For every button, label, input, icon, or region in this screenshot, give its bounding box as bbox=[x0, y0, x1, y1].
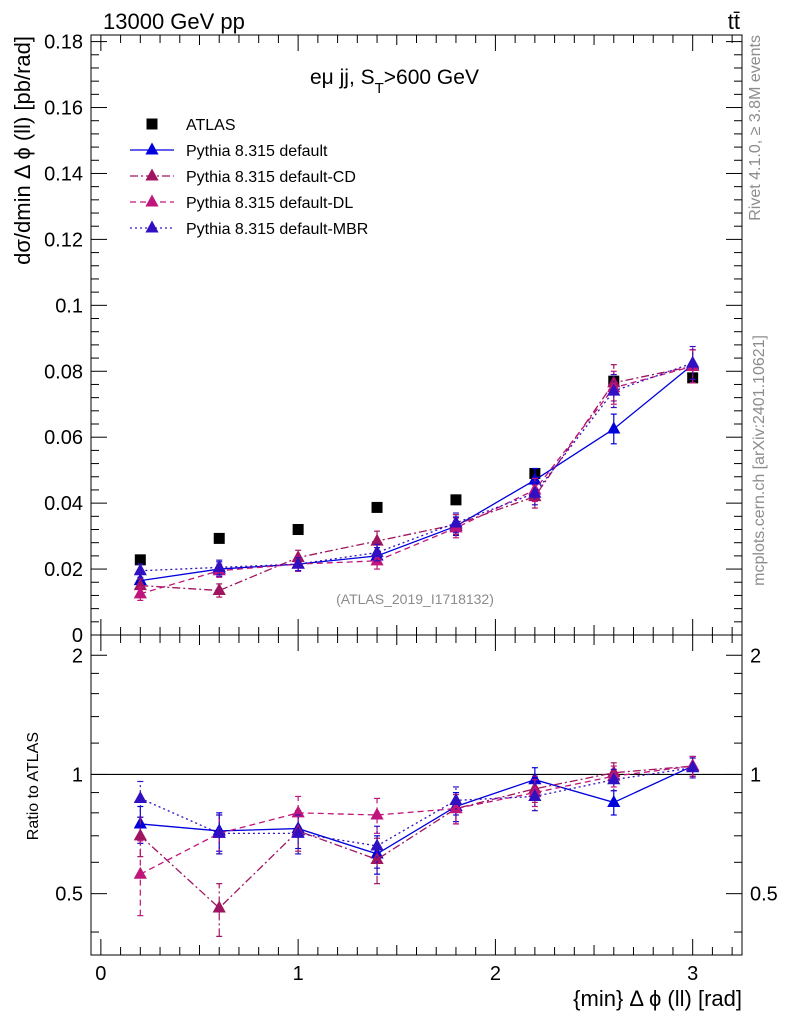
main-data-point bbox=[528, 485, 542, 498]
ratio-data-point bbox=[291, 805, 305, 818]
main-data-point bbox=[134, 554, 146, 566]
legend-item: Pythia 8.315 default-DL bbox=[130, 194, 353, 212]
legend-item: Pythia 8.315 default bbox=[130, 142, 328, 160]
ratio-y-axis-label: Ratio to ATLAS bbox=[25, 732, 42, 840]
y-tick-label: 0.12 bbox=[44, 229, 83, 251]
ratio-data-point bbox=[133, 828, 147, 841]
ratio-data-point bbox=[686, 760, 700, 773]
ratio-data-point bbox=[212, 825, 226, 838]
ratio-plot-frame bbox=[90, 634, 743, 956]
main-data-point bbox=[370, 545, 384, 558]
ratio-data-point bbox=[449, 801, 463, 814]
legend-label: Pythia 8.315 default bbox=[186, 143, 328, 160]
y-tick-label: 0.18 bbox=[44, 32, 83, 54]
main-data-point bbox=[607, 421, 621, 434]
main-data-point bbox=[607, 383, 621, 396]
main-data-point bbox=[370, 533, 384, 546]
legend-item: ATLAS bbox=[146, 117, 236, 134]
main-series-line bbox=[140, 365, 693, 592]
ratio-data-point bbox=[607, 772, 621, 785]
legend-label: Pythia 8.315 default-DL bbox=[186, 195, 353, 212]
y-tick-label: 0.16 bbox=[44, 98, 83, 120]
header-right: tt̄ bbox=[728, 9, 740, 34]
ratio-data-point bbox=[607, 794, 621, 807]
header-left: 13000 GeV pp bbox=[103, 9, 245, 34]
x-tick-label: 3 bbox=[687, 963, 698, 985]
ratio-data-point bbox=[370, 807, 384, 820]
main-series bbox=[133, 345, 700, 601]
ratio-y-tick-label: 1 bbox=[72, 764, 83, 786]
main-data-point bbox=[213, 532, 225, 544]
y-tick-label: 0.02 bbox=[44, 559, 83, 581]
main-series-line bbox=[140, 364, 694, 582]
main-data-point bbox=[449, 515, 463, 528]
x-tick-label: 1 bbox=[293, 963, 304, 985]
legend-marker bbox=[145, 194, 159, 207]
ratio-series-3 bbox=[133, 757, 700, 869]
main-panel-title: eμ jj, ST>600 GeV bbox=[310, 66, 479, 97]
legend-label: Pythia 8.315 default-MBR bbox=[186, 221, 368, 238]
ratio-y-tick-label-right: 0.5 bbox=[750, 884, 778, 906]
main-data-point bbox=[291, 550, 305, 563]
main-data-point bbox=[133, 586, 147, 599]
ratio-data-point bbox=[133, 866, 147, 879]
y-tick-label: 0.1 bbox=[55, 295, 83, 317]
main-data-point bbox=[133, 563, 147, 576]
rivet-version-text: Rivet 4.1.0, ≥ 3.8M events bbox=[747, 35, 764, 221]
main-data-point bbox=[212, 583, 226, 596]
main-data-point bbox=[291, 556, 305, 569]
y-tick-label: 0.04 bbox=[44, 493, 83, 515]
main-y-axis-label: dσ/dmin Δ ϕ (ll) [pb/rad] bbox=[10, 36, 35, 265]
legend-item: Pythia 8.315 default-CD bbox=[130, 168, 356, 186]
legend-marker bbox=[146, 118, 158, 130]
analysis-watermark: (ATLAS_2019_I1718132) bbox=[336, 591, 494, 607]
legend-marker bbox=[145, 220, 159, 233]
ratio-series-line bbox=[139, 765, 693, 909]
x-axis-label: {min} Δ ϕ (ll) [rad] bbox=[573, 986, 742, 1011]
ratio-y-tick-label-right: 1 bbox=[750, 764, 761, 786]
ratio-data-point bbox=[212, 900, 226, 913]
ratio-y-tick-label-right: 2 bbox=[750, 645, 761, 667]
mcplots-reference-text: mcplots.cern.ch [arXiv:2401.10621] bbox=[751, 335, 768, 586]
y-tick-label: 0 bbox=[72, 625, 83, 647]
ratio-data-point bbox=[528, 772, 542, 785]
y-tick-label: 0.14 bbox=[44, 163, 83, 185]
ratio-y-tick-label: 0.5 bbox=[55, 884, 83, 906]
ratio-data-point bbox=[291, 825, 305, 838]
legend-marker bbox=[145, 168, 159, 181]
x-tick-label: 0 bbox=[95, 963, 106, 985]
main-data-point bbox=[450, 494, 462, 506]
ratio-series-line bbox=[140, 767, 693, 847]
y-tick-label: 0.08 bbox=[44, 361, 83, 383]
ratio-data-point bbox=[449, 792, 463, 805]
ratio-data-point bbox=[528, 789, 542, 802]
legend-marker bbox=[145, 142, 159, 155]
y-tick-label: 0.06 bbox=[44, 427, 83, 449]
main-data-point bbox=[292, 524, 304, 536]
main-data-point bbox=[212, 559, 226, 572]
ratio-y-tick-label: 2 bbox=[72, 645, 83, 667]
main-series-4 bbox=[133, 345, 700, 578]
legend: ATLAS Pythia 8.315 default Pythia 8.315 de… bbox=[130, 117, 368, 238]
legend-label: Pythia 8.315 default-CD bbox=[186, 169, 356, 186]
main-series-line bbox=[140, 365, 693, 595]
main-data-point bbox=[133, 578, 147, 591]
legend-item: Pythia 8.315 default-MBR bbox=[130, 220, 368, 238]
ratio-series-line bbox=[140, 765, 693, 875]
ratio-data-point bbox=[370, 838, 384, 851]
main-data-point bbox=[686, 355, 700, 368]
legend-label: ATLAS bbox=[186, 117, 236, 134]
main-data-point bbox=[371, 501, 383, 513]
ratio-series bbox=[133, 755, 700, 937]
axis-ticks: 0 0.02 0.04 0.06 0.08 0.1 0.12 0.14 0.16 0.18 0 1 2 3… bbox=[44, 32, 778, 985]
ratio-data-point bbox=[133, 790, 147, 803]
x-tick-label: 2 bbox=[490, 963, 501, 985]
